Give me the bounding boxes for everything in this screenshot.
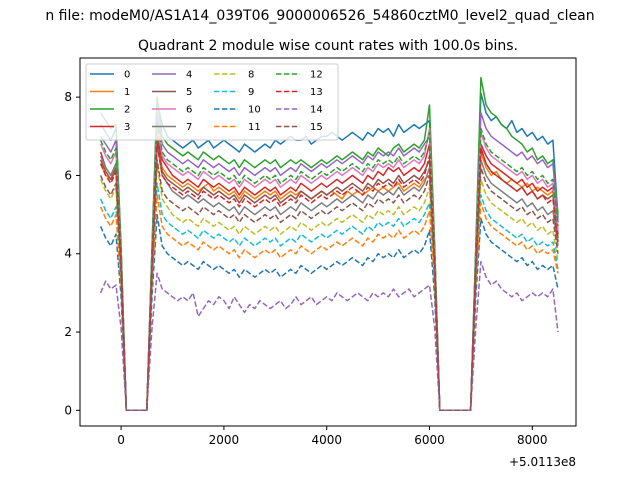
legend-label-11: 11 [248, 122, 261, 133]
axes-layer: 0 2000 4000 6000 8000 0 2 4 6 8 [64, 90, 547, 447]
series-line-9 [99, 182, 559, 412]
legend-label-12: 12 [310, 70, 323, 81]
series-line-14 [99, 260, 559, 412]
legend-label-9: 9 [248, 87, 254, 98]
legend-label-1: 1 [124, 87, 130, 98]
y-tick-label: 6 [64, 168, 72, 182]
y-tick-label: 2 [64, 325, 72, 339]
legend-label-6: 6 [186, 105, 192, 116]
legend-label-14: 14 [310, 105, 323, 116]
legend-label-7: 7 [186, 122, 192, 133]
series-line-11 [99, 194, 559, 412]
legend-label-5: 5 [186, 87, 192, 98]
x-tick-label: 8000 [517, 433, 548, 447]
series-line-4 [99, 112, 559, 412]
series-line-7 [99, 143, 559, 412]
y-tick-label: 0 [64, 403, 72, 417]
legend-label-10: 10 [248, 105, 261, 116]
legend-label-4: 4 [186, 70, 192, 81]
figure-suptitle: n file: modeM0/AS1A14_039T06_9000006526_… [45, 8, 594, 24]
y-tick-label: 8 [64, 90, 72, 104]
series-line-12 [99, 119, 559, 412]
x-tick-label: 4000 [311, 433, 342, 447]
series-line-10 [99, 213, 559, 412]
chart-title: Quadrant 2 module wise count rates with … [138, 38, 518, 54]
y-tick-label: 4 [64, 247, 72, 261]
series-line-8 [99, 162, 559, 412]
legend-label-2: 2 [124, 105, 130, 116]
x-offset-label: +5.0113e8 [509, 455, 576, 469]
plot-frame [79, 57, 577, 427]
series-line-13 [99, 143, 559, 412]
legend-label-15: 15 [310, 122, 323, 133]
x-tick-label: 2000 [209, 433, 240, 447]
series-line-15 [99, 159, 559, 412]
legend-label-3: 3 [124, 122, 130, 133]
x-tick-label: 6000 [414, 433, 445, 447]
series-line-3 [99, 135, 559, 412]
series-line-2 [99, 76, 559, 412]
legend-frame [85, 63, 339, 141]
x-tick-label: 0 [117, 433, 125, 447]
legend-label-8: 8 [248, 70, 254, 81]
series-line-0 [99, 92, 559, 412]
series-layer [99, 76, 559, 412]
legend-label-0: 0 [124, 70, 130, 81]
series-line-6 [99, 123, 559, 412]
legend-label-13: 13 [310, 87, 323, 98]
